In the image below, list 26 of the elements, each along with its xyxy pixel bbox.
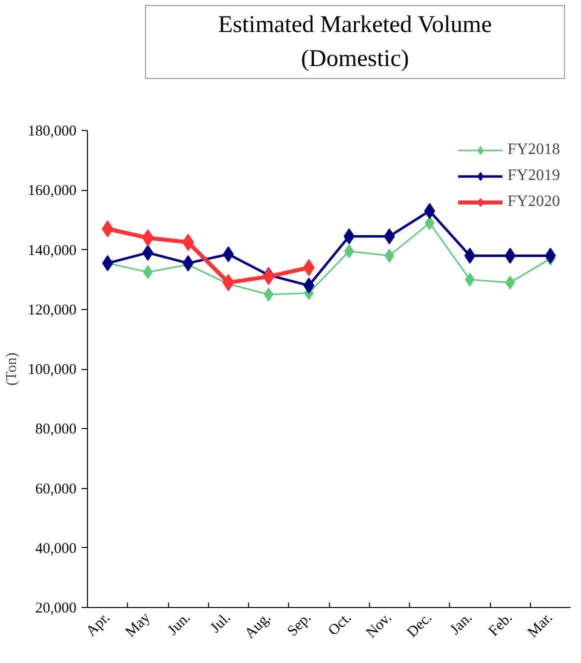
y-tick-label: 160,000 bbox=[28, 183, 76, 200]
x-tick-label: May bbox=[122, 609, 154, 641]
x-tick-label: Nov. bbox=[363, 610, 396, 642]
x-tick-label: Aug. bbox=[242, 610, 274, 642]
y-axis-title: (Ton) bbox=[4, 352, 20, 386]
y-tick-label: 120,000 bbox=[28, 302, 76, 318]
y-tick-label: 60,000 bbox=[35, 481, 76, 498]
x-tick-label: Jun. bbox=[165, 610, 194, 639]
x-tick-label: Mar. bbox=[524, 610, 556, 641]
chart-title: Estimated Marketed Volume (Domestic) bbox=[145, 5, 565, 79]
legend-label: FY2019 bbox=[508, 167, 560, 185]
x-tick-label: Apr. bbox=[83, 610, 114, 640]
x-tick-label: Feb. bbox=[486, 610, 516, 640]
x-tick-label: Dec. bbox=[404, 610, 436, 641]
x-tick-label: Oct. bbox=[325, 610, 355, 640]
legend-label: FY2020 bbox=[508, 193, 560, 211]
legend-label: FY2018 bbox=[508, 141, 560, 159]
y-tick-label: 140,000 bbox=[28, 242, 76, 259]
y-tick-label: 20,000 bbox=[35, 600, 76, 616]
y-tick-label: 80,000 bbox=[35, 422, 76, 438]
x-tick-label: Jan. bbox=[447, 610, 476, 638]
y-tick-label: 100,000 bbox=[28, 362, 76, 378]
y-tick-label: 180,000 bbox=[28, 124, 76, 140]
x-tick-label: Sep. bbox=[284, 610, 315, 640]
y-tick-label: 40,000 bbox=[35, 540, 76, 557]
x-tick-label: Jul. bbox=[208, 610, 234, 636]
